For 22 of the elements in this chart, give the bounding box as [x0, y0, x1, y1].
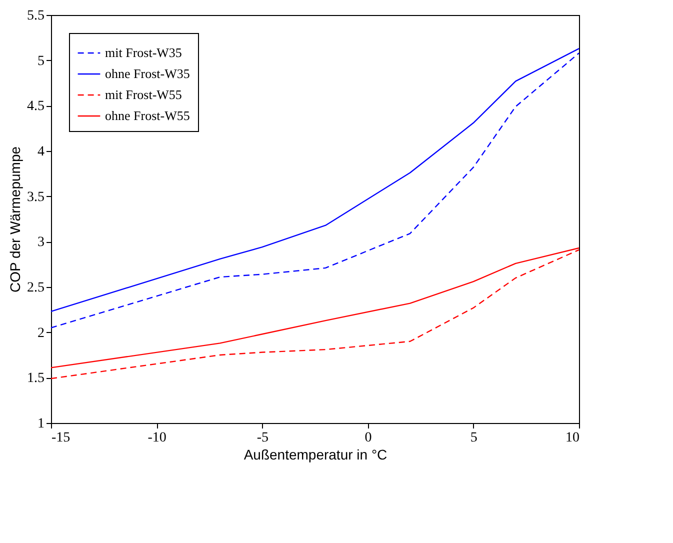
y-tick-label: 4: [38, 144, 44, 160]
y-tick-label: 2: [38, 326, 44, 341]
y-axis-title: COP der Wärmepumpe: [7, 146, 23, 293]
x-tick-label: -10: [148, 430, 166, 446]
legend-label: ohne Frost-W55: [105, 108, 190, 123]
legend-label: ohne Frost-W35: [105, 66, 190, 81]
legend-label: mit Frost-W55: [105, 87, 182, 102]
x-tick-label: 5: [470, 430, 478, 446]
x-tick-label: 0: [364, 430, 372, 446]
y-tick-label: 3.5: [27, 190, 44, 205]
y-tick-label: 5: [38, 54, 44, 69]
y-tick-label: 1: [38, 416, 44, 432]
y-tick-label: 4.5: [27, 99, 44, 114]
x-tick-label: -5: [256, 430, 269, 446]
x-tick-label: 10: [566, 430, 580, 446]
x-tick-label: -15: [52, 430, 70, 446]
legend-label: mit Frost-W35: [105, 45, 182, 60]
y-tick-label: 1.5: [27, 371, 44, 386]
y-tick-label: 5.5: [27, 8, 44, 24]
y-tick-label: 2.5: [27, 280, 44, 296]
y-tick-label: 3: [38, 235, 44, 250]
x-axis-title: Außentemperatur in °C: [244, 446, 388, 462]
